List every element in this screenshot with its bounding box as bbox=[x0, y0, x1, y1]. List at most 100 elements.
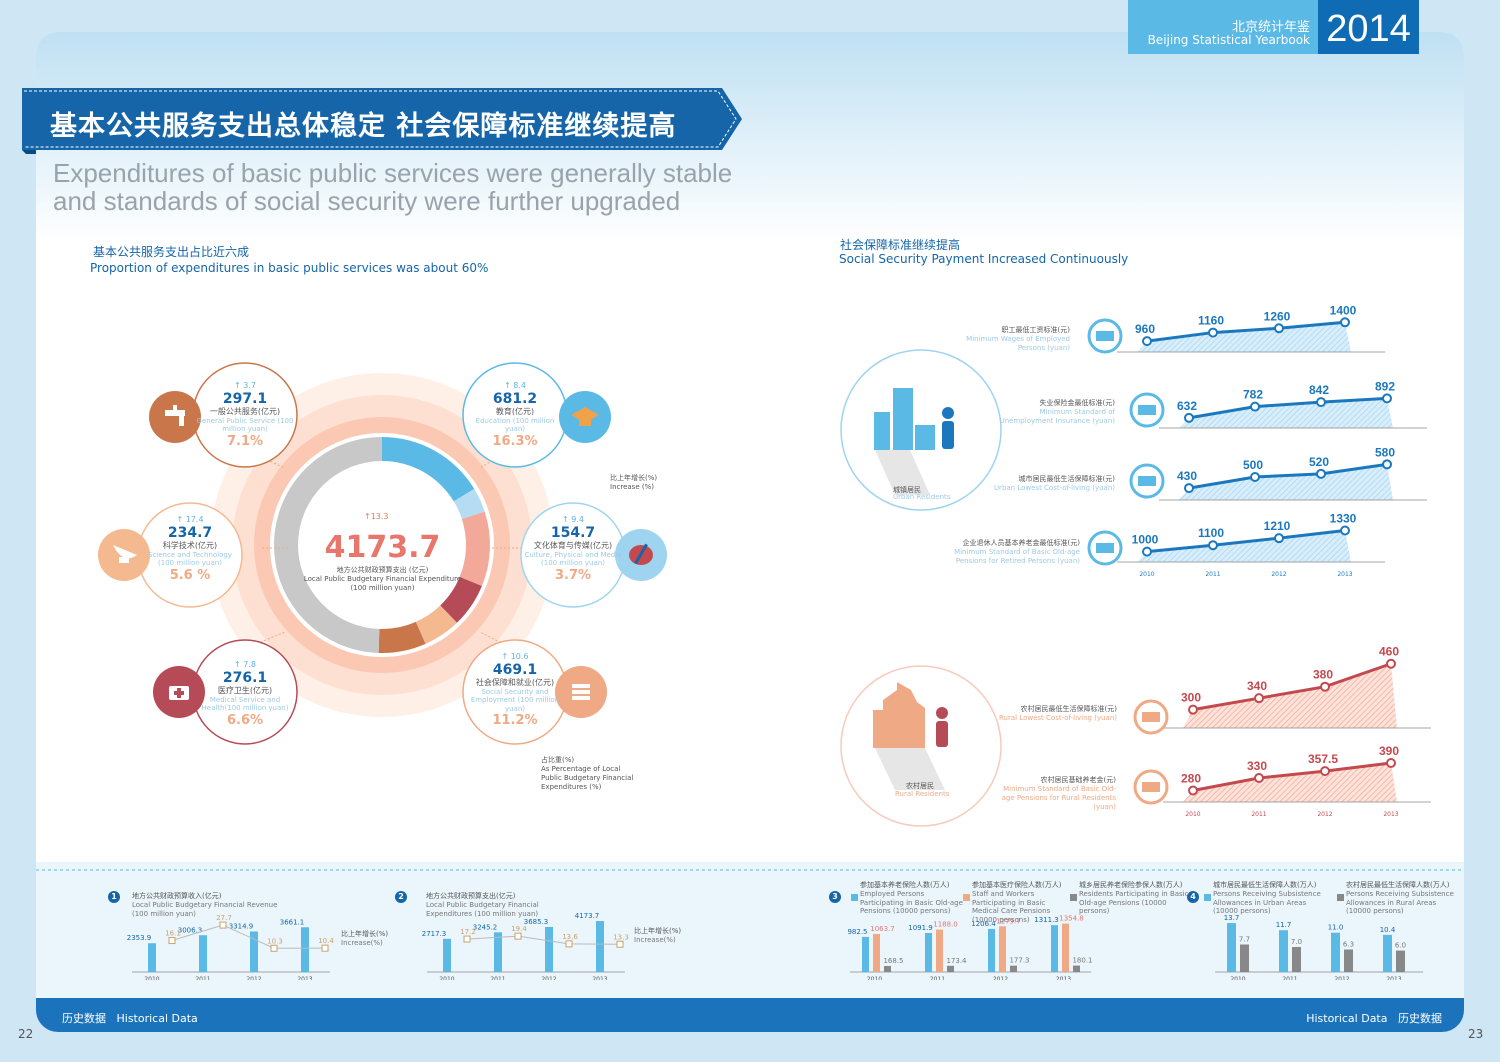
bottom-year-label: 2013 bbox=[297, 976, 312, 980]
bottom-bar bbox=[494, 932, 502, 972]
bottom-year-label: 2010 bbox=[867, 976, 882, 980]
palette-icon bbox=[629, 543, 653, 565]
row1-point bbox=[1208, 327, 1218, 338]
row6-value-label: 280 bbox=[1181, 772, 1201, 786]
bottom-group-bar bbox=[1279, 930, 1288, 972]
bottom-year-label: 2012 bbox=[1334, 976, 1349, 980]
node-culture-en: Culture, Physical and Media (100 million… bbox=[524, 550, 622, 568]
row5-label-cn: 农村居民最低生活保障标准(元) bbox=[1020, 705, 1117, 713]
bottom-group-bar bbox=[1383, 934, 1392, 972]
bottom-increase-label: 13.3 bbox=[613, 933, 629, 941]
bottom-group-label: 13.7 bbox=[1224, 914, 1240, 922]
bottom-group-label: 1091.9 bbox=[908, 924, 933, 932]
bottom-group-bar bbox=[1227, 923, 1236, 972]
row1-label-en: Minimum Wages of Employed Persons (yuan) bbox=[966, 335, 1070, 353]
footer-right: Historical Data 历史数据 bbox=[1306, 1010, 1442, 1026]
bottom-increase-point bbox=[219, 921, 227, 929]
faucet-icon bbox=[165, 405, 185, 426]
bottom-group-bar bbox=[1051, 925, 1058, 972]
panel-3-legend-3: 城乡居民养老保险参保人数(万人) Residents Participating … bbox=[1079, 881, 1189, 916]
node-health-value: 276.1 bbox=[222, 669, 268, 686]
bottom-group-label: 180.1 bbox=[1072, 957, 1092, 965]
bottom-bar bbox=[301, 927, 309, 972]
title-banner bbox=[22, 88, 742, 154]
bottom-year-label: 2012 bbox=[246, 976, 261, 980]
urban-illustration bbox=[840, 349, 1002, 511]
legend-swatch bbox=[1204, 894, 1211, 901]
row1-value-label: 1160 bbox=[1198, 314, 1224, 328]
bottom-bar-label: 3006.3 bbox=[178, 926, 203, 934]
row5-card-icon bbox=[1142, 712, 1160, 722]
rural-label-cn: 农村居民 bbox=[906, 782, 934, 790]
node-circles bbox=[98, 362, 667, 745]
connector-social bbox=[479, 631, 516, 651]
bottom-year-label: 2011 bbox=[930, 976, 945, 980]
row1-point bbox=[1340, 317, 1350, 328]
bottom-group-label: 1188.0 bbox=[933, 921, 958, 929]
panel-3-legend-2: 参加基本医疗保险人数(万人) Staff and Workers Particip… bbox=[972, 881, 1072, 925]
center-value: 4173.7 bbox=[324, 530, 441, 565]
bottom-group-label: 982.5 bbox=[847, 928, 867, 936]
row2-label: 失业保险金最低标准(元) Minimum Standard of Unemploy… bbox=[985, 399, 1115, 426]
panel-4-legend-2-en: Persons Receiving Subsistence Allowances… bbox=[1346, 889, 1454, 916]
yearbook-title-cn: 北京统计年鉴 bbox=[1231, 20, 1310, 35]
node-science-pct: 5.6 % bbox=[169, 567, 211, 583]
row1-area bbox=[1137, 322, 1351, 352]
bottom-increase-label: 16.1 bbox=[165, 930, 181, 938]
panel-3-legend-1-cn: 参加基本养老保险人数(万人) bbox=[860, 881, 950, 889]
row2-line bbox=[1188, 396, 1388, 420]
row6-year-label: 2012 bbox=[1317, 811, 1332, 818]
node-education bbox=[462, 362, 611, 468]
bottom-group-label: 1279.7 bbox=[996, 917, 1021, 925]
row6-year-label: 2013 bbox=[1383, 811, 1398, 818]
node-education-cn: 教育(亿元) bbox=[495, 407, 535, 417]
line-charts: 960 1160 1260 1400 632 782 842 892 430 500 520 580 1… bbox=[1117, 303, 1431, 818]
panel-4-legend-2: 农村居民最低生活保障人数(万人) Persons Receiving Subsis… bbox=[1346, 881, 1460, 916]
row2-point bbox=[1382, 393, 1392, 404]
node-social-increase: ↑ 10.6 bbox=[501, 652, 529, 661]
row4-area bbox=[1137, 530, 1351, 562]
row3-value-label: 430 bbox=[1177, 469, 1197, 483]
node-science-text: ↑ 17.4 234.7 科学技术(亿元) Science and Techno… bbox=[140, 515, 240, 583]
row6-label-en: Minimum Standard of Basic Old-age Pensio… bbox=[1001, 785, 1116, 812]
banner-title: 基本公共服务支出总体稳定 社会保障标准继续提高 bbox=[50, 111, 677, 142]
medical-kit-icon bbox=[169, 686, 189, 700]
subtitle-line-2: and standards of social security were fu… bbox=[53, 186, 681, 216]
node-education-value: 681.2 bbox=[492, 390, 538, 407]
row4-year-label: 2011 bbox=[1205, 571, 1220, 578]
bottom-bar bbox=[443, 938, 451, 972]
row4-label-en: Minimum Standard of Basic Old-age Pensio… bbox=[954, 548, 1080, 566]
node-general-en: General Public Service (100 million yuan… bbox=[196, 416, 294, 434]
row6-card-icon bbox=[1142, 782, 1160, 792]
panel-1-inc-en: Increase(%) bbox=[341, 939, 383, 947]
row4-point bbox=[1208, 540, 1218, 551]
bottom-increase-point bbox=[270, 944, 278, 952]
bottom-year-label: 2013 bbox=[592, 976, 607, 980]
row1-label: 职工最低工资标准(元) Minimum Wages of Employed Per… bbox=[940, 326, 1070, 353]
row1-line bbox=[1146, 320, 1346, 343]
row5-value-label: 300 bbox=[1181, 691, 1201, 705]
right-section-title-en: Social Security Payment Increased Contin… bbox=[839, 252, 1129, 266]
note-increase: 比上年增长(%) Increase (%) bbox=[610, 474, 657, 492]
donut-slice-一般公共服务 bbox=[378, 621, 426, 653]
node-general-pct: 7.1% bbox=[226, 433, 264, 449]
node-general-cn: 一般公共服务(亿元) bbox=[209, 407, 281, 417]
bottom-group-bar bbox=[1240, 944, 1249, 972]
bottom-year-label: 2010 bbox=[439, 976, 454, 980]
footer-left: 历史数据 Historical Data bbox=[62, 1010, 198, 1026]
row6-value-label: 390 bbox=[1379, 744, 1399, 758]
row3-point bbox=[1184, 483, 1194, 494]
donut-slice-教育 bbox=[382, 437, 475, 502]
panel-1-badge: 1 bbox=[108, 891, 120, 903]
donut-slice-other bbox=[273, 437, 382, 653]
donut-slice-科学技术 bbox=[415, 605, 457, 644]
legend-swatch bbox=[851, 894, 858, 901]
center-label-en: Local Public Budgetary Financial Expendi… bbox=[303, 575, 462, 593]
row5-point bbox=[1188, 704, 1198, 715]
bottom-increase-point bbox=[514, 932, 522, 940]
yearbook-title-en: Beijing Statistical Yearbook bbox=[1147, 33, 1310, 47]
node-health-text: ↑ 7.8 276.1 医疗卫生(亿元) Medical Service and… bbox=[195, 660, 295, 728]
row6-value-label: 357.5 bbox=[1308, 752, 1338, 766]
panel-4-legend-1: 城市居民最低生活保障人数(万人) Persons Receiving Subsis… bbox=[1213, 881, 1333, 916]
